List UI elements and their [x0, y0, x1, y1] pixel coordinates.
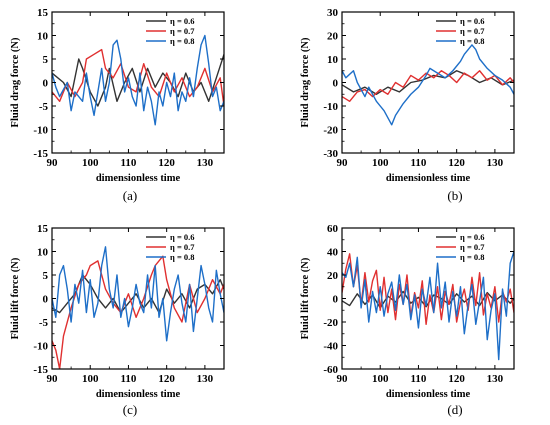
x-axis-title: dimensionless time — [96, 389, 181, 400]
y-tick-label: 20 — [327, 270, 339, 282]
y-tick-label: -40 — [323, 341, 338, 353]
legend-label-1: η = 0.6 — [170, 16, 195, 26]
y-tick-label: 20 — [327, 31, 339, 43]
chart-panel-1: 90 100 110 120 130 -15 -10 -5 0 5 10 15 dimensionles… — [10, 7, 225, 203]
x-tick-label: 110 — [120, 373, 136, 385]
x-tick-label: 120 — [158, 373, 175, 385]
legend: η = 0.6η = 0.7η = 0.8 — [436, 232, 485, 262]
series-line-3 — [52, 34, 224, 126]
plot-frame — [341, 11, 515, 154]
y-tick-label: -20 — [323, 125, 338, 137]
y-tick-label: 0 — [333, 78, 339, 90]
x-tick-label: 130 — [197, 373, 214, 385]
y-tick-label: 0 — [333, 294, 339, 306]
panel-label: (a) — [123, 188, 137, 203]
y-tick-label: -15 — [33, 364, 48, 376]
y-tick-label: -10 — [33, 341, 48, 353]
y-tick-label: 0 — [43, 78, 49, 90]
legend-label-3: η = 0.8 — [460, 36, 485, 46]
legend-label-1: η = 0.6 — [460, 232, 485, 242]
y-tick-label: -10 — [33, 125, 48, 137]
chart-panel-4: 90 100 110 120 130 -60 -40 -20 0 20 40 60 dimensionl… — [300, 223, 515, 417]
y-axis-title: Fluid drag force (N) — [10, 37, 21, 127]
legend-label-1: η = 0.6 — [460, 16, 485, 26]
y-tick-label: -10 — [323, 101, 338, 113]
x-axis-title: dimensionless time — [386, 173, 471, 184]
x-tick-label: 120 — [448, 157, 465, 169]
legend-label-3: η = 0.8 — [460, 252, 485, 262]
series-line-3 — [52, 246, 224, 342]
y-axis-title: Fluid lift force (N) — [300, 257, 311, 339]
x-tick-label: 110 — [410, 157, 426, 169]
series-line-2 — [52, 255, 224, 369]
chart-panel-2: 90 100 110 120 130 -30 -20 -10 0 10 20 30 dimensionl… — [300, 7, 515, 203]
legend: η = 0.6η = 0.7η = 0.8 — [146, 232, 195, 262]
y-tick-label: 10 — [327, 54, 339, 66]
x-axis-title: dimensionless time — [96, 173, 181, 184]
legend-label-2: η = 0.7 — [460, 242, 485, 252]
y-tick-label: -20 — [323, 317, 338, 329]
y-tick-label: 0 — [43, 294, 49, 306]
x-tick-label: 90 — [337, 157, 349, 169]
series-line-3 — [342, 44, 514, 126]
y-tick-label: -5 — [39, 317, 49, 329]
x-tick-label: 130 — [487, 373, 504, 385]
x-tick-label: 100 — [82, 373, 99, 385]
y-tick-label: 40 — [327, 247, 339, 259]
x-tick-label: 100 — [372, 157, 389, 169]
x-tick-label: 90 — [47, 373, 59, 385]
y-tick-label: 60 — [327, 223, 339, 235]
x-tick-label: 110 — [410, 373, 426, 385]
x-tick-label: 130 — [197, 157, 214, 169]
y-axis-title: Fluid drag force (N) — [300, 37, 311, 127]
legend-label-2: η = 0.7 — [170, 26, 195, 36]
x-tick-label: 120 — [448, 373, 465, 385]
y-tick-label: 10 — [37, 31, 49, 43]
x-tick-label: 90 — [337, 373, 349, 385]
panel-label: (b) — [447, 188, 462, 203]
x-axis-title: dimensionless time — [386, 389, 471, 400]
y-tick-label: -15 — [33, 148, 48, 160]
y-tick-label: 15 — [37, 223, 49, 235]
y-tick-label: -60 — [323, 364, 338, 376]
y-axis-title: Fluid lift force (N) — [10, 257, 21, 339]
y-tick-label: 5 — [43, 270, 49, 282]
y-tick-label: -30 — [323, 148, 338, 160]
series-line-2 — [342, 70, 514, 103]
y-tick-label: 10 — [37, 247, 49, 259]
y-tick-label: 15 — [37, 7, 49, 19]
panel-label: (d) — [447, 402, 462, 417]
chart-panel-3: 90 100 110 120 130 -15 -10 -5 0 5 10 15 dimensionles… — [10, 223, 225, 417]
legend-label-3: η = 0.8 — [170, 36, 195, 46]
legend: η = 0.6η = 0.7η = 0.8 — [146, 16, 195, 46]
series-line-2 — [52, 48, 224, 107]
legend-label-3: η = 0.8 — [170, 252, 195, 262]
y-tick-label: 5 — [43, 54, 49, 66]
x-tick-label: 130 — [487, 157, 504, 169]
x-tick-label: 110 — [120, 157, 136, 169]
legend-label-2: η = 0.7 — [460, 26, 485, 36]
legend-label-2: η = 0.7 — [170, 242, 195, 252]
y-tick-label: -5 — [39, 101, 49, 113]
panel-label: (c) — [123, 402, 137, 417]
series-line-3 — [342, 251, 514, 361]
legend-label-1: η = 0.6 — [170, 232, 195, 242]
x-tick-label: 100 — [372, 373, 389, 385]
x-tick-label: 100 — [82, 157, 99, 169]
x-tick-label: 90 — [47, 157, 59, 169]
legend: η = 0.6η = 0.7η = 0.8 — [436, 16, 485, 46]
y-tick-label: 30 — [327, 7, 339, 19]
x-tick-label: 120 — [158, 157, 175, 169]
